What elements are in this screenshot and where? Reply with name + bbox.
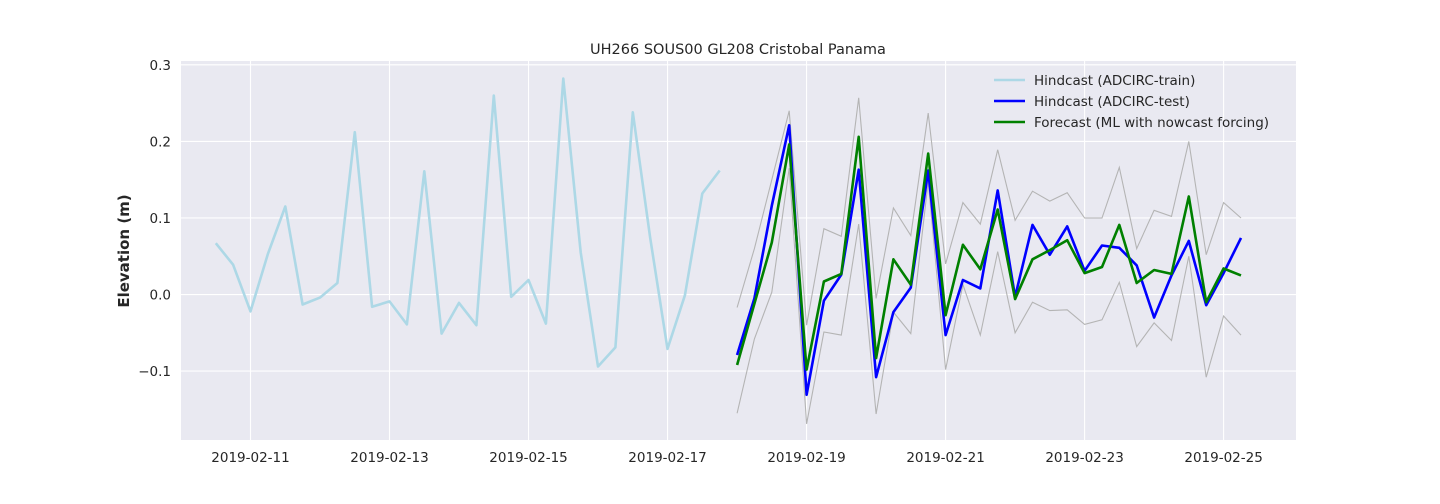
y-tick-label: 0.1 [150, 211, 171, 227]
x-tick-label: 2019-02-17 [628, 450, 706, 466]
y-tick-label: 0.0 [150, 288, 171, 304]
legend-label-test: Hindcast (ADCIRC-test) [1034, 94, 1190, 110]
grid [181, 61, 1296, 440]
y-tick-label: 0.3 [150, 58, 171, 74]
legend-label-forecast: Forecast (ML with nowcast forcing) [1034, 115, 1269, 131]
y-axis: −0.1 0.0 0.1 0.2 0.3 [138, 58, 171, 380]
uncertainty-band [736, 97, 1242, 425]
x-tick-label: 2019-02-23 [1045, 450, 1123, 466]
x-tick-label: 2019-02-25 [1184, 450, 1262, 466]
x-axis: 2019-02-11 2019-02-13 2019-02-15 2019-02-17… [211, 450, 1263, 466]
x-tick-label: 2019-02-19 [767, 450, 845, 466]
band-lower-line [736, 168, 1242, 425]
x-tick-label: 2019-02-21 [906, 450, 984, 466]
legend-label-train: Hindcast (ADCIRC-train) [1034, 73, 1195, 89]
train-series-line [214, 77, 721, 368]
y-axis-label: Elevation (m) [115, 194, 133, 307]
y-tick-label: −0.1 [138, 364, 171, 380]
x-tick-label: 2019-02-15 [489, 450, 567, 466]
series-lines [214, 77, 1243, 397]
x-tick-label: 2019-02-13 [350, 450, 428, 466]
y-tick-label: 0.2 [150, 134, 171, 150]
forecast-series-line [735, 135, 1242, 371]
legend: Hindcast (ADCIRC-train) Hindcast (ADCIRC… [994, 73, 1269, 131]
band-upper-line [736, 97, 1242, 326]
x-tick-label: 2019-02-11 [211, 450, 289, 466]
chart-title: UH266 SOUS00 GL208 Cristobal Panama [590, 42, 886, 58]
